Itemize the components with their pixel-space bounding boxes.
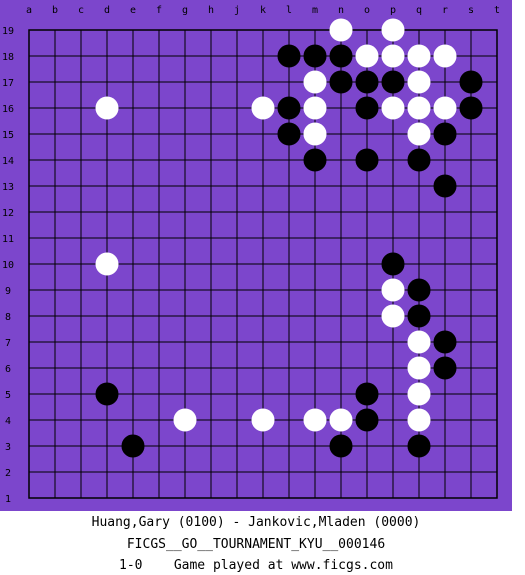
row-label: 6 xyxy=(5,364,11,375)
stone xyxy=(329,70,353,94)
row-label: 15 xyxy=(2,130,14,141)
stone xyxy=(95,382,119,406)
stone xyxy=(433,96,457,120)
stone xyxy=(407,304,431,328)
column-label: t xyxy=(494,5,500,16)
row-label: 7 xyxy=(5,338,11,349)
stone xyxy=(251,96,275,120)
stone xyxy=(303,70,327,94)
stone xyxy=(407,122,431,146)
stone xyxy=(173,408,197,432)
row-label: 12 xyxy=(2,208,14,219)
stone xyxy=(303,122,327,146)
stone xyxy=(329,434,353,458)
row-label: 14 xyxy=(2,156,14,167)
stone xyxy=(433,356,457,380)
stone xyxy=(407,408,431,432)
column-label: c xyxy=(78,5,84,16)
board-background xyxy=(0,0,512,511)
go-board: a b c d e f g h j k l m n o p q r s t191817161514131211109… xyxy=(0,0,512,511)
row-label: 9 xyxy=(5,286,11,297)
stone xyxy=(433,44,457,68)
stone xyxy=(303,408,327,432)
stone xyxy=(459,96,483,120)
column-label: d xyxy=(104,5,110,16)
row-label: 5 xyxy=(5,390,11,401)
stone xyxy=(355,44,379,68)
stone xyxy=(121,434,145,458)
stone xyxy=(381,18,405,42)
column-label: q xyxy=(416,5,422,16)
row-label: 18 xyxy=(2,52,14,63)
row-label: 1 xyxy=(5,494,11,505)
stone xyxy=(355,408,379,432)
stone xyxy=(303,148,327,172)
row-label: 19 xyxy=(2,26,14,37)
stone xyxy=(355,148,379,172)
row-label: 13 xyxy=(2,182,14,193)
stone xyxy=(329,18,353,42)
stone xyxy=(381,44,405,68)
row-label: 17 xyxy=(2,78,14,89)
stone xyxy=(407,44,431,68)
stone xyxy=(433,330,457,354)
stone xyxy=(407,70,431,94)
stone xyxy=(329,44,353,68)
column-label: e xyxy=(130,5,136,16)
stone xyxy=(381,70,405,94)
stone xyxy=(355,96,379,120)
column-label: g xyxy=(182,5,188,16)
column-label: n xyxy=(338,5,344,16)
column-label: h xyxy=(208,5,214,16)
column-label: a xyxy=(26,5,32,16)
stone xyxy=(459,70,483,94)
column-label: b xyxy=(52,5,58,16)
row-label: 10 xyxy=(2,260,14,271)
column-label: p xyxy=(390,5,396,16)
stone xyxy=(381,96,405,120)
column-label: s xyxy=(468,5,474,16)
stone xyxy=(407,96,431,120)
stone xyxy=(355,382,379,406)
stone xyxy=(251,408,275,432)
column-label: k xyxy=(260,5,266,16)
stone xyxy=(433,122,457,146)
stone xyxy=(381,278,405,302)
stone xyxy=(329,408,353,432)
stone xyxy=(303,96,327,120)
row-label: 2 xyxy=(5,468,11,479)
row-label: 4 xyxy=(5,416,11,427)
stone xyxy=(407,356,431,380)
stone xyxy=(381,304,405,328)
stone xyxy=(407,382,431,406)
stone xyxy=(407,434,431,458)
column-label: o xyxy=(364,5,370,16)
stone xyxy=(355,70,379,94)
players: Huang,Gary (0100) - Jankovic,Mladen (000… xyxy=(91,515,421,530)
stone xyxy=(95,252,119,276)
column-label: l xyxy=(286,5,292,16)
stone xyxy=(277,96,301,120)
stone xyxy=(407,330,431,354)
stone xyxy=(277,44,301,68)
event: FICGS__GO__TOURNAMENT_KYU__000146 xyxy=(126,537,386,552)
column-label: r xyxy=(442,5,448,16)
stone xyxy=(433,174,457,198)
row-label: 3 xyxy=(5,442,11,453)
row-label: 16 xyxy=(2,104,14,115)
column-label: m xyxy=(312,5,318,16)
stone xyxy=(407,148,431,172)
stone xyxy=(277,122,301,146)
column-label: f xyxy=(156,5,162,16)
row-label: 11 xyxy=(2,234,14,245)
stone xyxy=(381,252,405,276)
stone xyxy=(95,96,119,120)
result: 1-0 Game played at www.ficgs.com xyxy=(119,558,393,573)
stone xyxy=(303,44,327,68)
column-label: j xyxy=(234,5,240,16)
stone xyxy=(407,278,431,302)
row-label: 8 xyxy=(5,312,11,323)
